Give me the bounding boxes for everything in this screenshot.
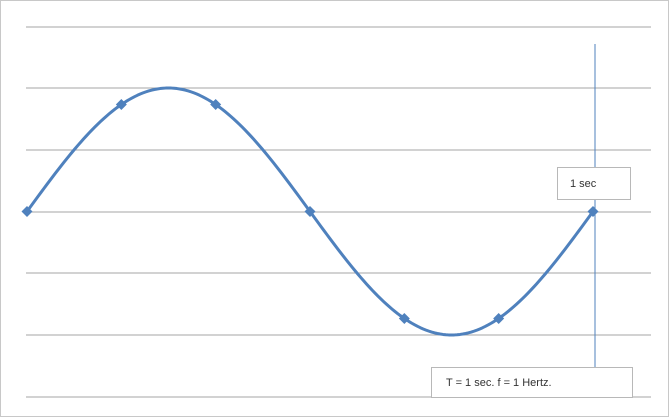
data-point-markers [21,99,599,324]
data-point [304,206,316,217]
data-point [493,312,505,324]
data-point [398,312,410,324]
data-point [210,99,222,111]
data-point [21,206,33,217]
frequency-annotation: T = 1 sec. f = 1 Hertz. [431,367,633,398]
period-annotation: 1 sec [557,167,631,200]
gridlines [26,26,651,398]
data-point [115,99,127,111]
data-point [587,206,599,217]
